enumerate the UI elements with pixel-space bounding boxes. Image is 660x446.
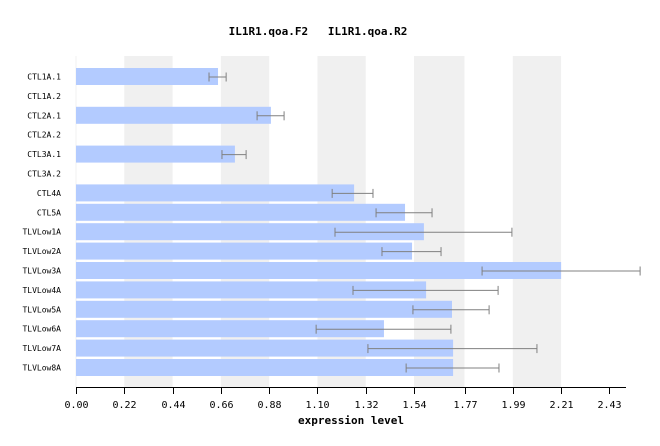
bar-TLVLow3A — [76, 262, 562, 279]
category-label: CTL1A.1 — [27, 73, 61, 82]
error-bar-TLVLow5A — [412, 305, 490, 315]
error-bar-TLVLow2A — [381, 247, 442, 257]
error-bars-group — [208, 72, 641, 373]
category-label: TLVLow6A — [22, 325, 61, 334]
x-tick-label: 1.32 — [354, 400, 378, 411]
error-bar-TLVLow4A — [352, 285, 499, 295]
x-tick-label: 2.21 — [549, 400, 573, 411]
x-tick-label: 0.66 — [209, 400, 233, 411]
bar-CTL4A — [76, 184, 355, 202]
x-tick-label: 0.22 — [112, 400, 136, 411]
category-label: CTL4A — [37, 189, 61, 198]
error-bar-CTL1A.1 — [208, 72, 227, 82]
x-tick-label: 0.88 — [257, 400, 281, 411]
x-tick-label: 1.54 — [402, 400, 426, 411]
bar-CTL1A.1 — [76, 68, 219, 85]
bar-TLVLow5A — [76, 300, 453, 318]
bar-TLVLow7A — [76, 339, 454, 357]
category-label: TLVLow7A — [22, 344, 61, 353]
grid-bands — [124, 56, 562, 387]
bar-CTL5A — [76, 203, 406, 221]
chart-title: IL1R1.qoa.F2 IL1R1.qoa.R2 — [229, 25, 408, 38]
error-bar-TLVLow1A — [334, 227, 513, 237]
error-bar-CTL2A.1 — [256, 111, 285, 121]
grid-band — [317, 56, 366, 387]
category-label: TLVLow3A — [22, 267, 61, 276]
category-label: CTL3A.1 — [27, 150, 61, 159]
category-label: CTL2A.2 — [27, 131, 61, 140]
bars-group — [76, 68, 562, 376]
grid-band — [220, 56, 270, 387]
bar-TLVLow6A — [76, 320, 384, 338]
category-label: TLVLow1A — [22, 228, 61, 237]
category-label: CTL2A.1 — [27, 111, 61, 120]
error-bar-TLVLow3A — [481, 266, 641, 276]
x-tick-label: 2.43 — [597, 400, 621, 411]
bar-TLVLow8A — [76, 359, 454, 376]
category-label: TLVLow5A — [22, 305, 61, 314]
grid-band — [414, 56, 465, 387]
category-label: TLVLow2A — [22, 247, 61, 256]
bar-CTL2A.1 — [76, 106, 271, 124]
x-axis: 0.00 0.22 0.44 0.66 0.88 1.10 1.32 1.54 1.77 1.99… — [64, 387, 626, 411]
category-labels: CTL1A.1 CTL1A.2 CTL2A.1 CTL2A.2 CTL3A.1 CTL3A… — [22, 73, 61, 373]
x-tick-label: 1.77 — [453, 400, 477, 411]
bar-CTL3A.1 — [76, 145, 235, 163]
category-label: CTL1A.2 — [27, 92, 61, 101]
x-tick-label: 0.00 — [64, 400, 88, 411]
bar-TLVLow2A — [76, 242, 413, 260]
bar-TLVLow1A — [76, 223, 424, 241]
x-axis-title: expression level — [298, 414, 404, 427]
error-bar-TLVLow7A — [367, 344, 538, 354]
category-label: CTL3A.2 — [27, 170, 61, 179]
grid-band — [124, 56, 173, 387]
bar-TLVLow4A — [76, 281, 427, 299]
error-bar-CTL3A.1 — [221, 150, 247, 160]
category-label: CTL5A — [37, 208, 61, 217]
category-label: TLVLow8A — [22, 364, 61, 373]
error-bar-CTL4A — [331, 188, 374, 198]
x-tick-label: 1.10 — [305, 400, 329, 411]
error-bar-TLVLow6A — [315, 324, 452, 334]
error-bar-CTL5A — [375, 208, 433, 218]
x-tick-label: 0.44 — [161, 400, 185, 411]
grid-band — [512, 56, 562, 387]
error-bar-TLVLow8A — [405, 363, 500, 373]
x-tick-label: 1.99 — [501, 400, 525, 411]
category-label: TLVLow4A — [22, 286, 61, 295]
